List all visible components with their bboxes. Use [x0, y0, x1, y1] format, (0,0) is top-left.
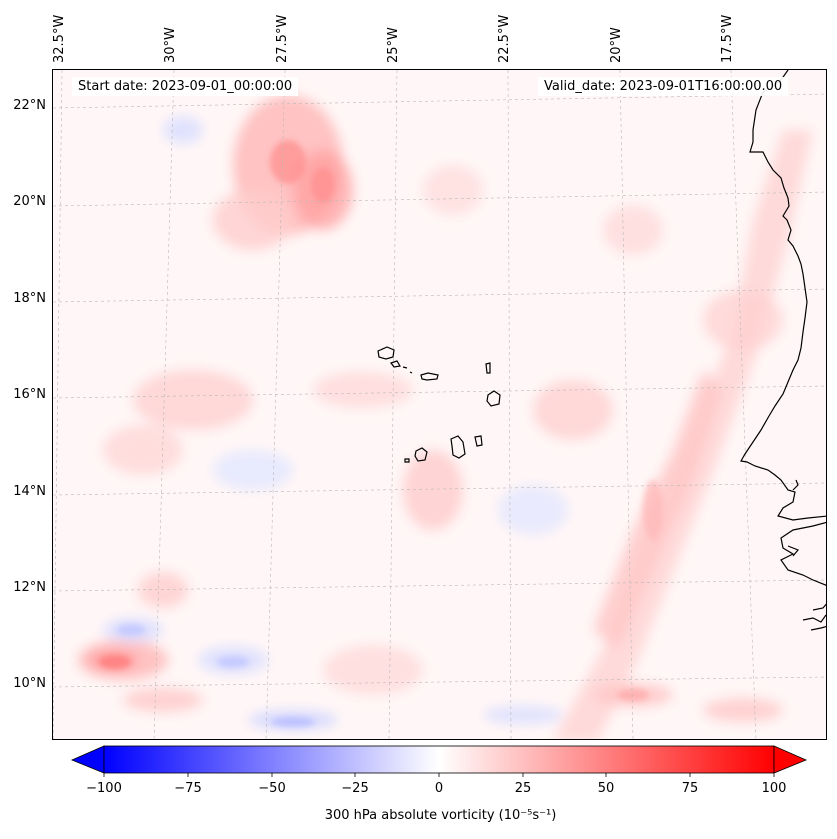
vorticity-map — [53, 70, 826, 739]
island-small — [409, 371, 413, 374]
lat-label-12n: 12°N — [13, 580, 46, 595]
lat-label-20n: 20°N — [13, 194, 46, 209]
lon-label-30w: 30°W — [163, 27, 178, 63]
lat-label-22n: 22°N — [13, 98, 46, 113]
colorbar-extend-low — [70, 745, 105, 774]
colorbar-bar — [103, 745, 775, 774]
colorbar-tick-label: −100 — [86, 781, 122, 796]
colorbar-tick-label: 50 — [597, 781, 615, 796]
colorbar-ticks — [103, 773, 775, 777]
map-panel — [52, 69, 827, 740]
vorticity-field-detail — [99, 140, 663, 727]
island-sao-nicolau — [420, 372, 439, 381]
cape-verde-islands — [377, 346, 501, 463]
colorbar-tick-label: −50 — [258, 781, 286, 796]
island-brava — [404, 458, 410, 463]
lon-label-25w: 25°W — [386, 27, 401, 63]
lon-label-27.5w: 27.5°W — [275, 14, 290, 63]
lat-label-14n: 14°N — [13, 484, 46, 499]
lon-label-20w: 20°W — [609, 27, 624, 63]
colorbar-tick-label: 75 — [681, 781, 699, 796]
lat-label-18n: 18°N — [13, 291, 46, 306]
valid-date-label: Valid_date: 2023-09-01T16:00:00.00 — [538, 77, 789, 96]
colorbar-tick-label: 100 — [761, 781, 787, 796]
colorbar-tick-label: −75 — [174, 781, 202, 796]
island-fogo — [414, 447, 428, 462]
island-santo-antao — [377, 346, 395, 360]
colorbar-tick-label: −25 — [341, 781, 369, 796]
island-boa-vista — [486, 390, 501, 407]
gridlines — [53, 70, 826, 739]
island-santa-luzia — [402, 366, 408, 369]
colorbar-extend-high — [773, 745, 808, 774]
island-santiago — [450, 435, 466, 459]
island-maio — [474, 435, 483, 447]
lat-label-16n: 16°N — [13, 387, 46, 402]
lat-label-10n: 10°N — [13, 676, 46, 691]
lon-label-32.5w: 32.5°W — [52, 14, 67, 63]
start-date-label: Start date: 2023-09-01_00:00:00 — [72, 77, 299, 96]
lon-label-22.5w: 22.5°W — [497, 14, 512, 63]
island-sal — [485, 362, 491, 374]
colorbar-tick-label: 0 — [434, 781, 444, 796]
colorbar-tick-label: 25 — [514, 781, 532, 796]
island-sao-vicente — [390, 360, 401, 368]
african-coastline — [740, 70, 826, 631]
lon-label-17.5w: 17.5°W — [720, 14, 735, 63]
colorbar-label: 300 hPa absolute vorticity (10⁻⁵s⁻¹) — [324, 808, 557, 823]
